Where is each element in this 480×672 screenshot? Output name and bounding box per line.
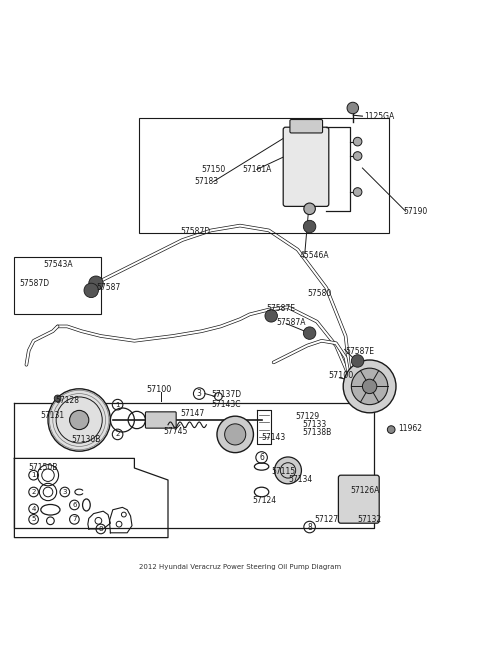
Text: 57190: 57190	[403, 207, 427, 216]
Circle shape	[225, 424, 246, 445]
Text: 57587E: 57587E	[346, 347, 374, 356]
Text: 57134: 57134	[288, 474, 312, 484]
FancyBboxPatch shape	[283, 127, 329, 206]
Circle shape	[303, 327, 316, 339]
Text: 57150B: 57150B	[29, 464, 58, 472]
Circle shape	[54, 395, 61, 402]
Circle shape	[84, 283, 98, 298]
Text: 57129: 57129	[295, 412, 319, 421]
Circle shape	[343, 360, 396, 413]
Circle shape	[347, 102, 359, 114]
Text: 57100: 57100	[329, 371, 354, 380]
Text: 57587E: 57587E	[266, 304, 295, 312]
Bar	[139, 118, 389, 233]
Circle shape	[217, 416, 253, 453]
Text: 57130B: 57130B	[71, 435, 100, 444]
Text: 8: 8	[98, 526, 103, 532]
Text: 3: 3	[62, 489, 67, 495]
Text: 57100: 57100	[146, 385, 172, 394]
Text: 57587D: 57587D	[19, 279, 49, 288]
Text: 57131: 57131	[41, 411, 65, 420]
Circle shape	[387, 426, 395, 433]
Text: 45546A: 45546A	[300, 251, 330, 260]
Circle shape	[353, 187, 362, 196]
Text: 57126A: 57126A	[350, 486, 380, 495]
Text: 57138B: 57138B	[302, 429, 332, 437]
Text: 57127: 57127	[314, 515, 338, 524]
Circle shape	[362, 379, 377, 394]
Text: 57745: 57745	[163, 427, 188, 435]
Text: 57143C: 57143C	[211, 400, 240, 409]
Circle shape	[303, 220, 316, 233]
Circle shape	[48, 389, 110, 451]
Bar	[14, 257, 101, 314]
Text: 57587A: 57587A	[276, 318, 305, 327]
Text: 2: 2	[31, 489, 36, 495]
Text: 57115: 57115	[271, 467, 295, 476]
Circle shape	[70, 411, 89, 429]
Circle shape	[89, 276, 103, 290]
Text: 7: 7	[72, 516, 77, 522]
Text: 57143: 57143	[262, 433, 286, 442]
Text: 4: 4	[31, 506, 36, 512]
Text: 57147: 57147	[180, 409, 204, 418]
Text: 57150: 57150	[202, 165, 226, 174]
Circle shape	[353, 152, 362, 161]
Text: 6: 6	[72, 502, 77, 508]
Text: 57587: 57587	[96, 284, 120, 292]
Text: 57161A: 57161A	[242, 165, 272, 174]
Text: 57543A: 57543A	[43, 261, 73, 269]
Text: 57124: 57124	[252, 496, 276, 505]
Circle shape	[351, 355, 364, 367]
Circle shape	[304, 203, 315, 214]
Text: 3: 3	[197, 389, 202, 398]
Circle shape	[265, 310, 277, 322]
Text: 1: 1	[31, 472, 36, 478]
Text: 1125GA: 1125GA	[364, 112, 394, 121]
Text: 6: 6	[259, 453, 264, 462]
Text: 57183: 57183	[194, 177, 218, 186]
Text: 8: 8	[307, 523, 312, 532]
Text: 2: 2	[115, 431, 120, 437]
Text: 57132: 57132	[358, 515, 382, 524]
Text: 57137D: 57137D	[211, 390, 241, 399]
Circle shape	[275, 457, 301, 484]
Text: 2012 Hyundai Veracruz Power Steering Oil Pump Diagram: 2012 Hyundai Veracruz Power Steering Oil…	[139, 564, 341, 571]
Circle shape	[353, 137, 362, 146]
FancyBboxPatch shape	[338, 475, 379, 523]
Circle shape	[351, 368, 388, 405]
Text: 57128: 57128	[55, 396, 79, 405]
Text: 11962: 11962	[398, 423, 422, 433]
Text: 1: 1	[115, 402, 120, 408]
Text: 57580: 57580	[307, 289, 332, 298]
FancyBboxPatch shape	[145, 412, 176, 428]
Text: 57587D: 57587D	[180, 227, 210, 236]
FancyBboxPatch shape	[290, 120, 323, 133]
Text: 57133: 57133	[302, 420, 327, 429]
Text: 5: 5	[31, 516, 36, 522]
